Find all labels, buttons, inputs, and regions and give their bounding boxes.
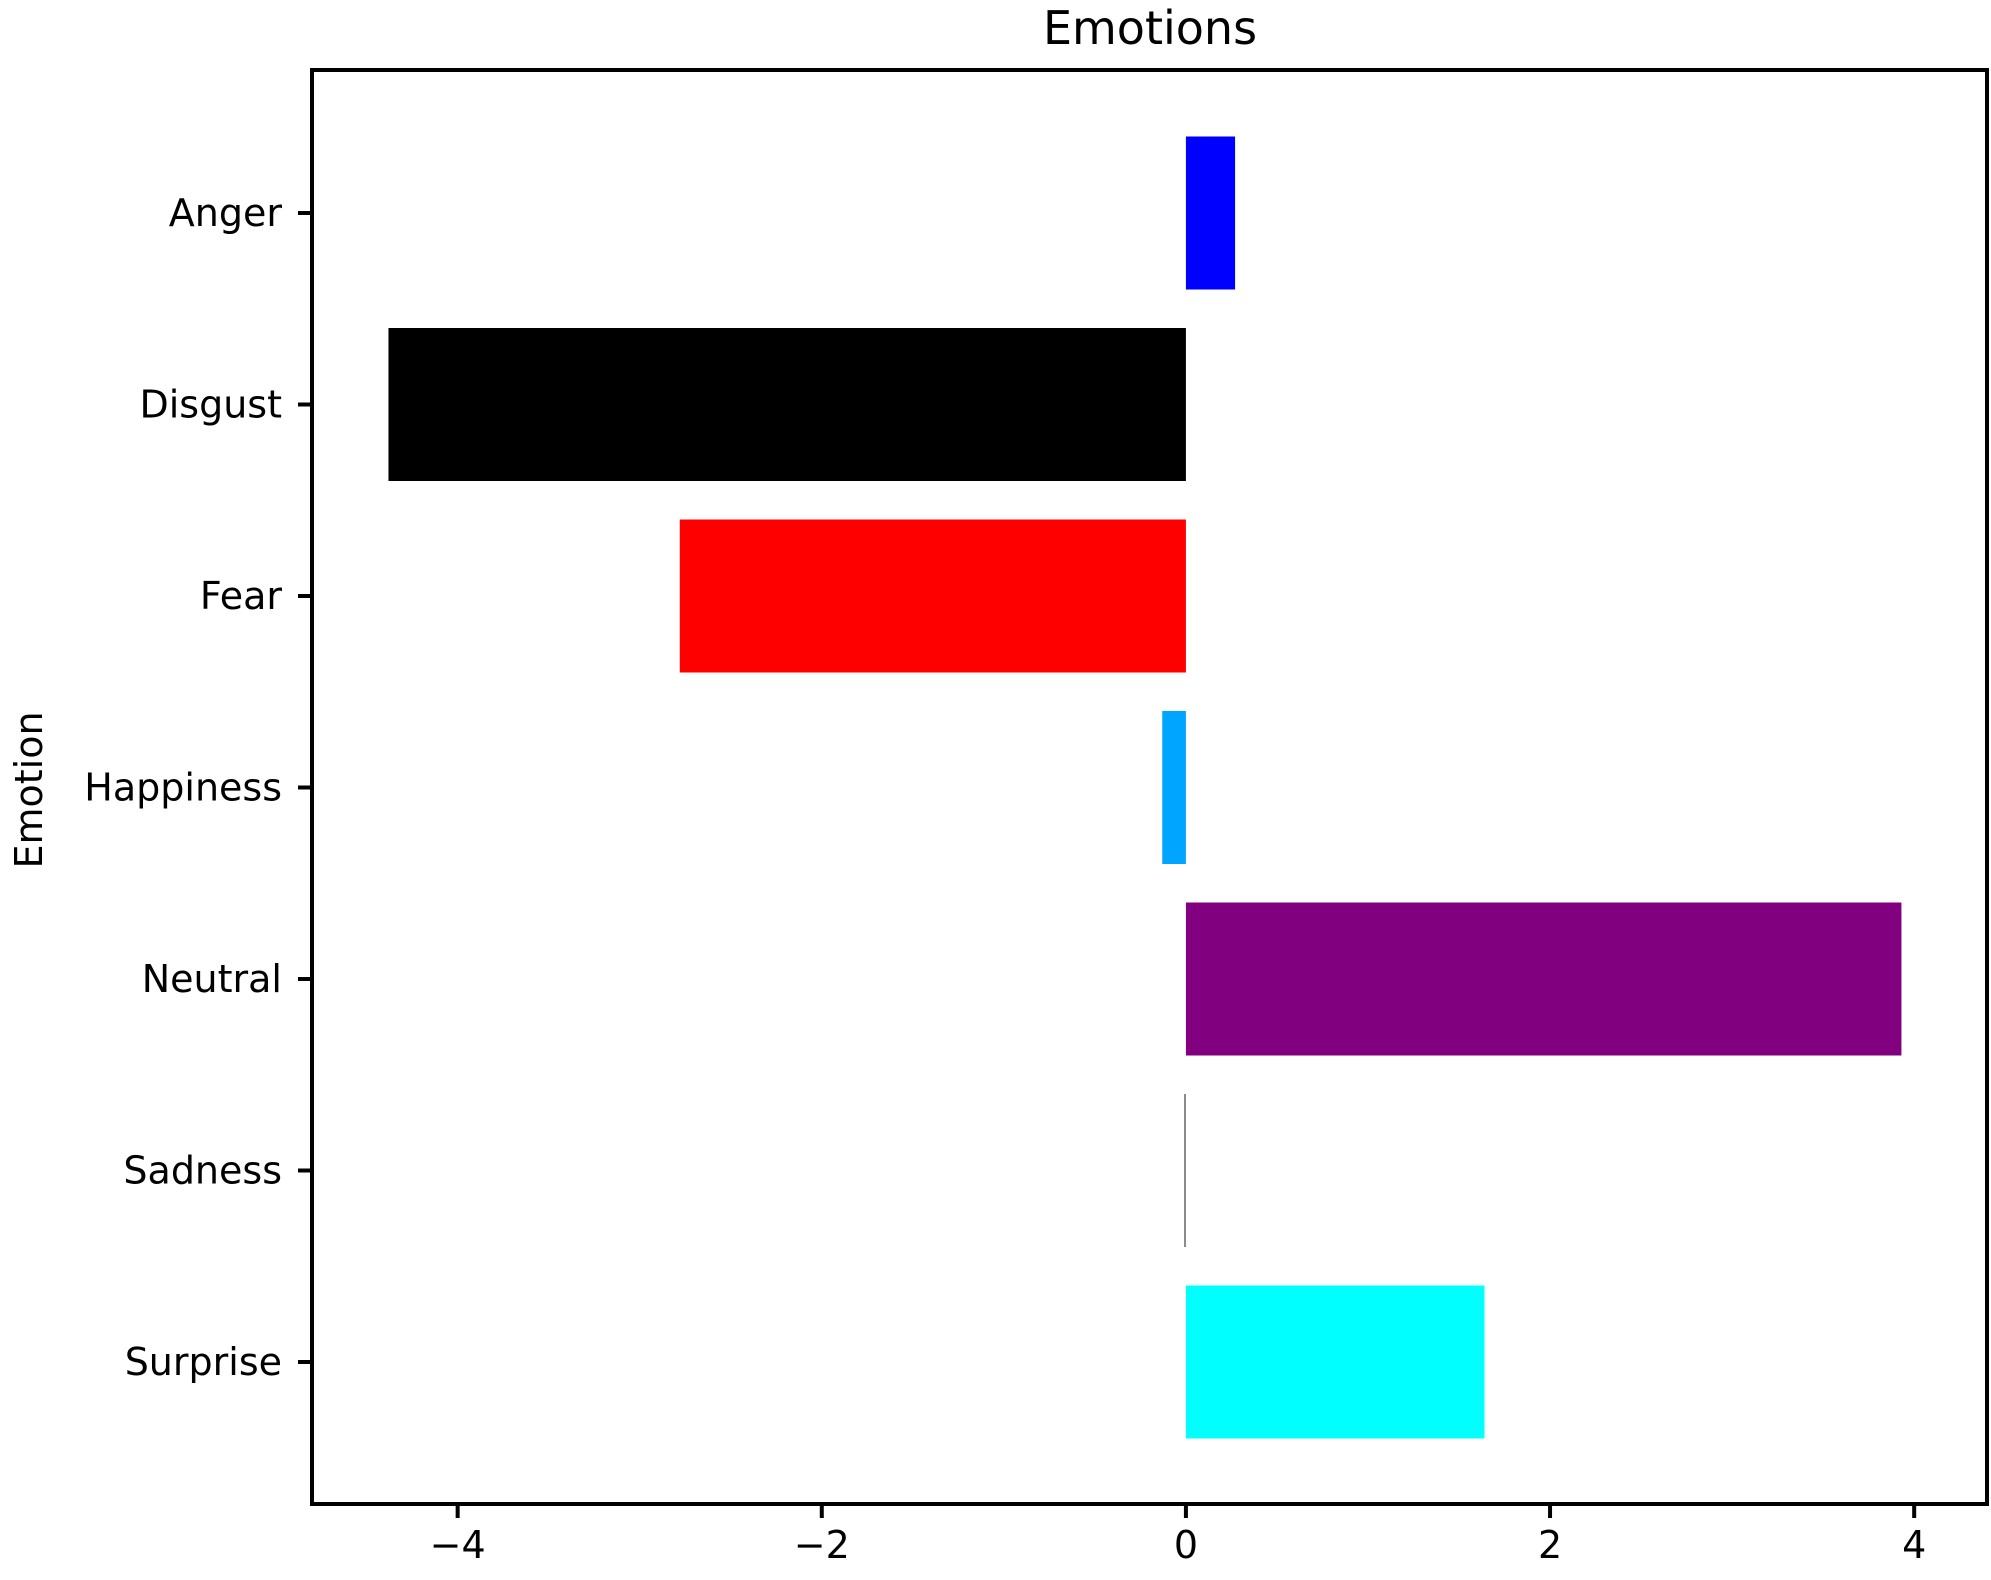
- chart-title: Emotions: [1043, 1, 1257, 55]
- bar-surprise: [1185, 1285, 1485, 1439]
- bar-fear: [679, 519, 1186, 673]
- bar-happiness: [1162, 711, 1186, 864]
- x-tick-label-0: −4: [430, 1523, 486, 1567]
- y-tick-label-fear: Fear: [200, 574, 282, 618]
- bar-anger: [1185, 136, 1236, 290]
- y-tick-label-anger: Anger: [169, 191, 283, 235]
- x-tick-label-4: 4: [1902, 1523, 1926, 1567]
- x-tick-label-1: −2: [794, 1523, 850, 1567]
- y-tick-label-neutral: Neutral: [142, 957, 282, 1001]
- x-axis-ticks: −4 −2 0 2 4: [430, 1504, 1926, 1567]
- y-tick-label-disgust: Disgust: [139, 383, 282, 427]
- bar-series: [388, 136, 1902, 1439]
- y-axis-label: Emotion: [7, 711, 51, 868]
- plot-frame: [310, 68, 1989, 1506]
- y-axis-ticks: Anger Disgust Fear Happiness Neutral Sadness S…: [84, 191, 312, 1384]
- y-tick-label-happiness: Happiness: [84, 766, 282, 810]
- x-tick-label-3: 2: [1538, 1523, 1562, 1567]
- x-tick-label-2: 0: [1174, 1523, 1198, 1567]
- y-tick-label-sadness: Sadness: [123, 1149, 282, 1193]
- y-tick-label-surprise: Surprise: [125, 1340, 282, 1384]
- bar-neutral: [1185, 902, 1902, 1056]
- bar-disgust: [388, 328, 1186, 481]
- bar-sadness: [1184, 1094, 1186, 1247]
